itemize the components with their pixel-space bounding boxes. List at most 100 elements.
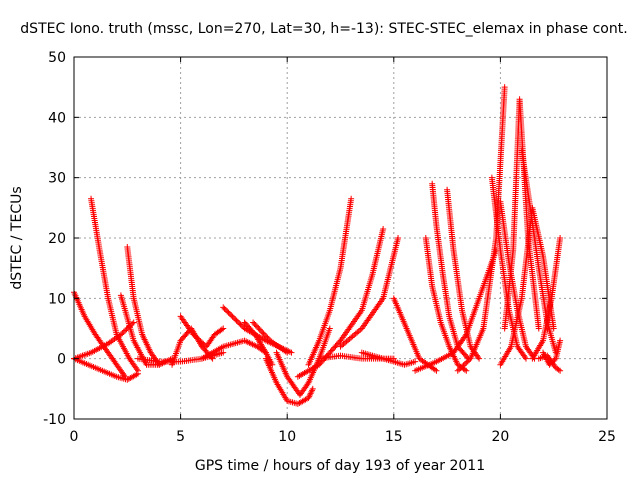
data-point [228,312,235,319]
data-point [230,314,237,321]
data-point [134,370,141,377]
marks-layer [71,84,564,407]
data-point [395,235,402,241]
series-18 [294,225,387,380]
x-tick-label: 25 [598,429,616,445]
data-point [284,349,291,356]
data-point [119,330,126,337]
series-3 [88,195,141,374]
series-14 [273,325,333,398]
data-point [229,313,236,320]
data-point [191,332,198,339]
data-point [260,330,267,337]
data-point [464,358,471,365]
data-point [329,346,336,353]
data-point [461,361,468,368]
chart-title: dSTEC Iono. truth (mssc, Lon=270, Lat=30… [20,21,627,37]
data-point [463,359,470,366]
data-point [252,322,259,329]
data-point [457,365,464,372]
data-point [460,362,467,369]
data-point [250,319,257,326]
data-point [466,357,473,364]
y-axis-label: dSTEC / TECUs [9,186,25,289]
data-point [196,336,203,343]
x-tick-label: 20 [491,429,509,445]
x-tick-label: 10 [278,429,296,445]
series-1 [71,289,129,380]
data-point [319,357,326,364]
data-point [326,350,333,357]
data-point [220,304,227,311]
data-point [225,309,232,316]
data-point [193,334,200,341]
data-point [257,327,264,334]
data-point [222,307,229,314]
series-6 [124,244,163,368]
x-tick-label: 5 [176,429,185,445]
series-13 [250,319,291,356]
data-point [461,366,468,373]
data-point [209,355,216,362]
data-point [263,333,270,340]
data-point [433,367,440,374]
series-15 [262,355,316,407]
data-point [331,344,338,351]
data-point [535,325,542,332]
data-point [327,348,334,355]
data-point [264,334,271,341]
data-point [256,326,263,333]
data-point [237,321,244,328]
y-tick-label: 50 [48,50,66,66]
data-point [232,316,239,323]
data-point [309,385,316,392]
series-16 [305,195,355,368]
data-point [557,337,564,344]
y-tick-label: 40 [48,110,66,126]
data-point [130,319,137,326]
data-point [332,343,339,350]
data-point [348,195,355,202]
data-point [459,363,466,370]
data-point [238,322,245,329]
series-24 [444,186,483,362]
data-point [501,84,508,91]
data-point [522,355,529,362]
series-4 [71,355,141,383]
series-32 [529,235,564,362]
data-point [254,323,261,330]
series-21 [358,349,419,368]
data-point [412,358,419,365]
data-point [326,325,333,332]
data-point [194,335,201,342]
data-point [259,329,266,336]
x-tick-label: 0 [70,429,79,445]
data-point [336,338,343,345]
data-point [557,367,564,374]
data-point [218,326,225,333]
data-point [456,366,463,373]
data-point [255,325,262,332]
data-point [555,366,562,373]
series-12 [241,319,276,368]
series-29 [497,204,557,368]
data-point [322,354,329,361]
data-point [324,351,331,358]
data-point [334,340,341,347]
x-tick-label: 15 [385,429,403,445]
data-point [261,331,268,338]
data-point [476,355,483,362]
data-point [317,360,324,367]
data-point [323,353,330,360]
data-point [557,235,564,241]
data-point [234,318,241,325]
data-point [226,310,233,317]
y-tick-label: -10 [43,412,66,428]
data-point [236,320,243,327]
data-point [463,367,470,374]
data-point [316,361,323,368]
data-point [269,361,276,368]
y-tick-label: 0 [57,352,66,368]
data-point [454,367,461,374]
